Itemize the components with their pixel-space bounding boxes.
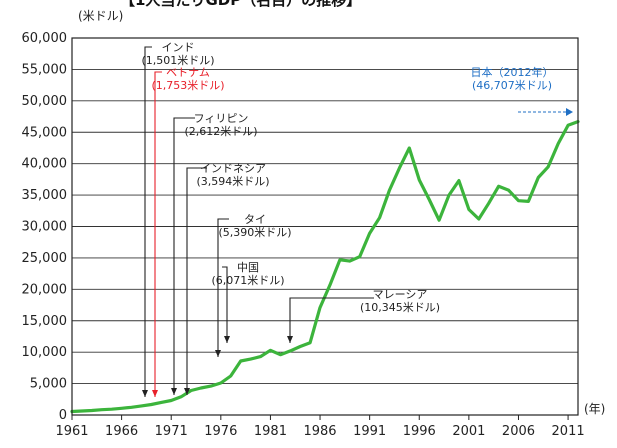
plot-frame bbox=[71, 37, 579, 416]
annotation-value: (2,612米ドル) bbox=[184, 125, 257, 138]
annotation-value: (1,753米ドル) bbox=[151, 79, 224, 92]
annotation-leader bbox=[222, 266, 228, 343]
x-tick-label: 2011 bbox=[552, 424, 585, 439]
annotation-country: タイ bbox=[244, 213, 266, 226]
annotation-arrowhead bbox=[224, 336, 230, 343]
x-tick-label: 1966 bbox=[105, 424, 138, 439]
annotation-arrowhead bbox=[152, 390, 158, 397]
annotation-value: (10,345米ドル) bbox=[360, 301, 440, 314]
chart-title-fragment: 【1人当たりGDP（名目）の推移】 bbox=[120, 0, 520, 8]
y-tick-label: 50,000 bbox=[22, 94, 68, 109]
y-tick-label: 45,000 bbox=[22, 125, 68, 140]
x-tick-label: 1996 bbox=[403, 424, 436, 439]
annotation-value: (5,390米ドル) bbox=[218, 226, 291, 239]
annotations-layer: インド(1,501米ドル)ベトナム(1,753米ドル) フィリピン(2,612米ド… bbox=[141, 41, 573, 397]
x-tick-label: 1981 bbox=[254, 424, 287, 439]
annotation-leader bbox=[144, 46, 152, 397]
series-layer bbox=[70, 120, 580, 414]
y-tick-label: 60,000 bbox=[22, 31, 68, 46]
annotation-value: (46,707米ドル) bbox=[472, 79, 552, 92]
y-tick-label: 40,000 bbox=[22, 157, 68, 172]
annotation-value: (3,594米ドル) bbox=[196, 175, 269, 188]
x-tick-label: 2006 bbox=[502, 424, 535, 439]
annotation-arrowhead bbox=[184, 388, 190, 395]
x-axis-ticks: 1961 1966 1971 1976 1981 1986 1991 1996 2001 2006… bbox=[55, 415, 585, 439]
y-axis-label: (米ドル) bbox=[78, 9, 123, 23]
y-tick-label: 30,000 bbox=[22, 220, 68, 235]
y-tick-label: 5,000 bbox=[30, 377, 67, 392]
x-tick-label: 1991 bbox=[353, 424, 386, 439]
annotation-value: (1,501米ドル) bbox=[141, 54, 214, 67]
annotation-country: インド bbox=[162, 41, 195, 54]
x-axis-label: (年) bbox=[584, 402, 605, 416]
annotation-country: インドネシア bbox=[200, 162, 266, 175]
annotation-value: (6,071米ドル) bbox=[211, 274, 284, 287]
y-tick-label: 55,000 bbox=[22, 62, 68, 77]
y-tick-label: 25,000 bbox=[22, 251, 68, 266]
series-line-japan bbox=[70, 120, 580, 414]
annotation-leader bbox=[173, 117, 195, 395]
grid bbox=[72, 37, 578, 416]
y-tick-label: 0 bbox=[59, 408, 67, 423]
annotation-country: マレーシア bbox=[373, 288, 428, 301]
annotation-country: ベトナム bbox=[166, 66, 210, 79]
annotation-country: 日本（2012年） bbox=[471, 65, 554, 79]
annotation-leader bbox=[154, 71, 162, 397]
x-tick-label: 1971 bbox=[155, 424, 188, 439]
annotation-leader bbox=[217, 218, 229, 357]
y-tick-label: 35,000 bbox=[22, 188, 68, 203]
annotation-arrowhead bbox=[566, 108, 573, 116]
y-tick-label: 10,000 bbox=[22, 345, 68, 360]
annotation-arrowhead bbox=[171, 388, 177, 395]
annotation-leader bbox=[289, 297, 374, 343]
annotation-leader bbox=[186, 167, 207, 395]
y-tick-label: 15,000 bbox=[22, 314, 68, 329]
x-tick-label: 1976 bbox=[204, 424, 237, 439]
y-tick-label: 20,000 bbox=[22, 282, 68, 297]
annotation-arrowhead bbox=[142, 390, 148, 397]
x-tick-label: 1986 bbox=[303, 424, 336, 439]
x-tick-label: 2001 bbox=[452, 424, 485, 439]
annotation-arrowhead bbox=[215, 350, 221, 357]
annotation-country: フィリピン bbox=[194, 112, 249, 125]
annotation-arrowhead bbox=[287, 336, 293, 343]
annotation-country: 中国 bbox=[237, 261, 259, 274]
y-axis-ticks: 0 5,000 10,000 15,000 20,000 25,000 30,000 35,0… bbox=[22, 31, 68, 423]
x-tick-label: 1961 bbox=[55, 424, 88, 439]
